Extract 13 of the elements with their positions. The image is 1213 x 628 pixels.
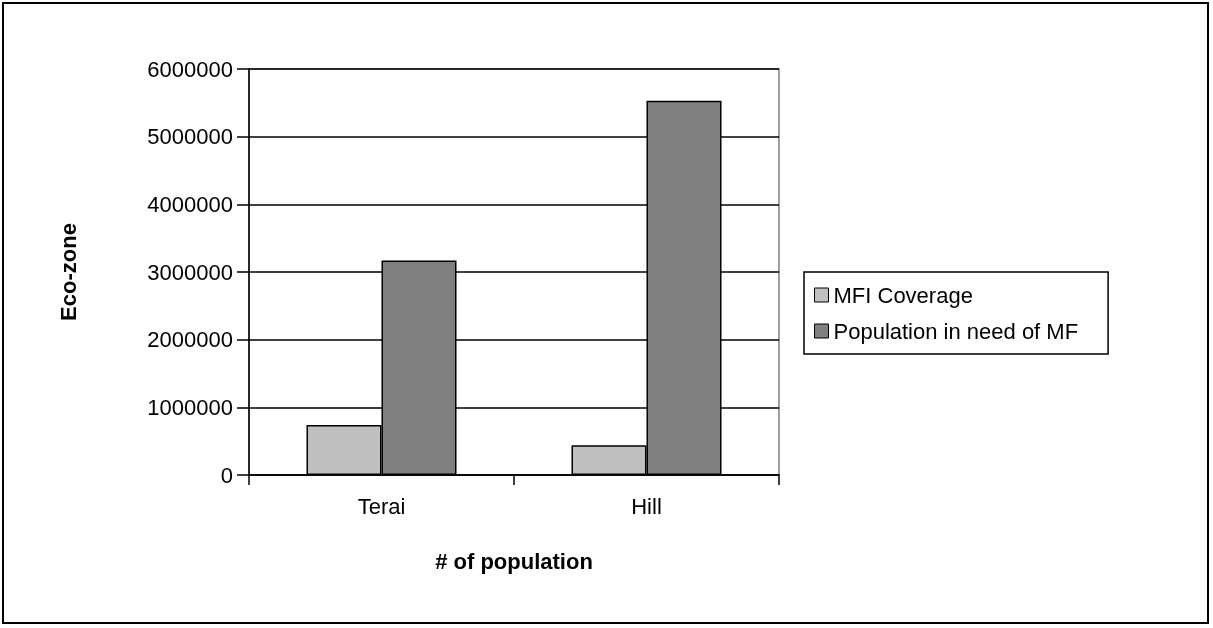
y-tick-label: 2000000 [147, 327, 233, 353]
y-tick-label: 6000000 [147, 56, 233, 82]
x-axis-title: # of population [435, 548, 593, 574]
y-axis-title: Eco-zone [55, 223, 81, 321]
y-tick-label: 3000000 [147, 259, 233, 285]
legend-label: Population in need of MF [833, 318, 1079, 344]
x-tick-label: Terai [357, 493, 406, 519]
y-tick-label: 1000000 [147, 394, 233, 420]
x-tick-label: Hill [631, 493, 662, 519]
y-tick-label: 4000000 [147, 191, 233, 217]
y-tick-label: 5000000 [147, 124, 233, 150]
legend-label: MFI Coverage [833, 282, 973, 308]
y-tick-label: 0 [220, 462, 233, 488]
